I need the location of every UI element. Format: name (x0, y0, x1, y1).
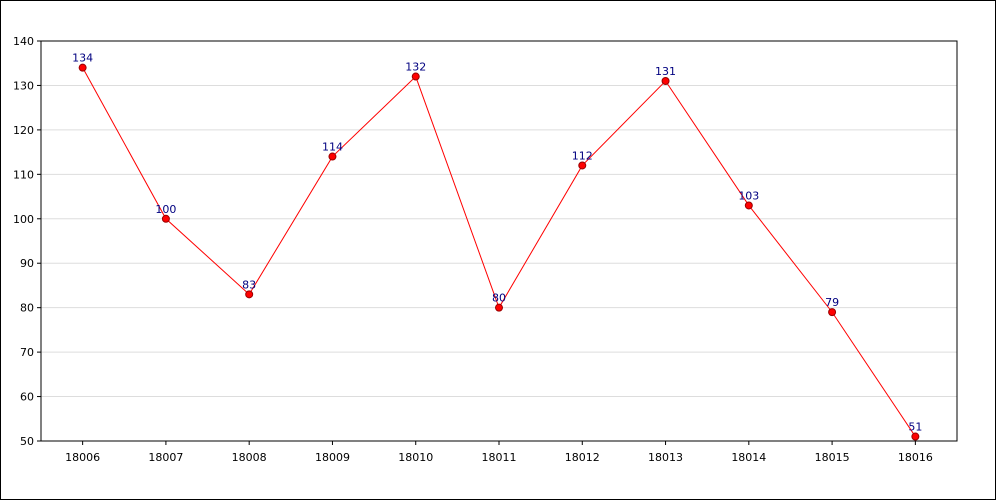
data-label: 83 (242, 278, 256, 291)
y-tick-label: 130 (13, 79, 34, 92)
x-tick-label: 18010 (398, 451, 433, 464)
x-tick-label: 18011 (482, 451, 517, 464)
data-point (161, 214, 170, 223)
axis-layer: 50 60 70 80 90 100 110 120 130 140 18006 18007 18008… (13, 35, 958, 464)
x-tick-label: 18014 (731, 451, 766, 464)
data-label: 112 (572, 149, 593, 162)
data-point (911, 432, 920, 441)
y-tick-label: 100 (13, 213, 34, 226)
y-tick-label: 90 (20, 257, 34, 270)
y-tick-label: 60 (20, 391, 34, 404)
x-tick-label: 18008 (232, 451, 267, 464)
data-label: 51 (908, 421, 922, 434)
data-label: 114 (322, 141, 343, 154)
x-tick-label: 18007 (148, 451, 183, 464)
data-point (78, 63, 87, 72)
data-point (495, 303, 503, 312)
plot-area (41, 41, 957, 441)
data-label: 103 (738, 189, 759, 202)
y-tick-label: 140 (13, 35, 34, 48)
data-point (245, 290, 254, 299)
data-label: 132 (405, 61, 426, 74)
x-tick-label: 18012 (565, 451, 600, 464)
data-point (328, 152, 337, 161)
data-label: 131 (655, 65, 676, 78)
x-tick-label: 18009 (315, 451, 350, 464)
y-tick-label: 70 (20, 346, 34, 359)
y-tick-label: 110 (13, 168, 34, 181)
y-tick-label: 80 (20, 302, 34, 315)
x-tick-label: 18006 (65, 451, 100, 464)
grid-layer (41, 41, 957, 441)
data-point (828, 308, 837, 317)
data-point (411, 72, 420, 81)
data-point (661, 77, 670, 85)
y-tick-label: 50 (20, 435, 34, 448)
x-tick-label: 18013 (648, 451, 683, 464)
data-label: 80 (492, 292, 506, 305)
data-label: 79 (825, 296, 839, 309)
y-tick-label: 120 (13, 124, 34, 137)
data-label: 134 (72, 52, 93, 65)
data-label: 100 (155, 203, 176, 216)
data-point (744, 201, 753, 210)
series-layer (78, 63, 920, 441)
x-tick-label: 18016 (898, 451, 933, 464)
label-layer: 134 100 83 114 132 80 112 131 103 79 51 (72, 52, 922, 434)
data-point (578, 161, 587, 170)
x-tick-label: 18015 (815, 451, 850, 464)
